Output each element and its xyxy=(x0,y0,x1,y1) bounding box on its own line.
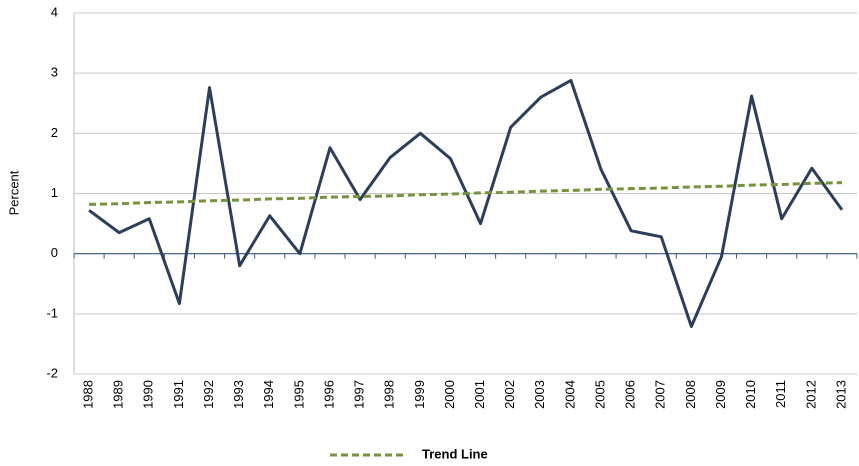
x-tick-label: 2001 xyxy=(472,380,487,409)
x-tick-label: 2007 xyxy=(653,380,668,409)
x-tick-label: 1997 xyxy=(352,380,367,409)
y-tick-label: 0 xyxy=(51,245,58,260)
x-tick-label: 2010 xyxy=(743,380,758,409)
x-tick-label: 1998 xyxy=(382,380,397,409)
y-tick-label: 1 xyxy=(51,185,58,200)
x-tick-label: 1990 xyxy=(141,380,156,409)
y-tick-label: 2 xyxy=(51,125,58,140)
x-tick-label: 1993 xyxy=(231,380,246,409)
x-tick-label: 1995 xyxy=(291,380,306,409)
x-tick-label: 2012 xyxy=(803,380,818,409)
x-tick-label: 1999 xyxy=(412,380,427,409)
x-tick-label: 2011 xyxy=(773,380,788,408)
x-tick-label: 2000 xyxy=(442,380,457,409)
x-tick-label: 1992 xyxy=(201,380,216,409)
x-tick-label: 1988 xyxy=(80,380,95,409)
x-tick-label: 2002 xyxy=(502,380,517,409)
y-tick-label: -1 xyxy=(46,305,58,320)
y-tick-label: 4 xyxy=(51,4,58,19)
trend-line xyxy=(89,181,842,206)
x-tick-label: 1994 xyxy=(261,380,276,409)
y-tick-label: 3 xyxy=(51,65,58,80)
legend-label: Trend Line xyxy=(422,446,488,461)
x-tick-label: 1989 xyxy=(111,380,126,409)
x-tick-label: 2003 xyxy=(532,380,547,409)
x-tick-label: 2006 xyxy=(623,380,638,409)
x-tick-label: 2005 xyxy=(592,380,607,409)
x-tick-label: 2008 xyxy=(683,380,698,409)
x-tick-label: 2013 xyxy=(833,380,848,409)
x-tick-label: 1991 xyxy=(171,380,186,409)
y-axis-label: Percent xyxy=(6,170,21,215)
x-tick-label: 1996 xyxy=(321,380,336,409)
x-tick-label: 2009 xyxy=(713,380,728,409)
data-line xyxy=(88,78,844,328)
y-tick-label: -2 xyxy=(46,365,58,380)
x-tick-label: 2004 xyxy=(562,380,577,409)
